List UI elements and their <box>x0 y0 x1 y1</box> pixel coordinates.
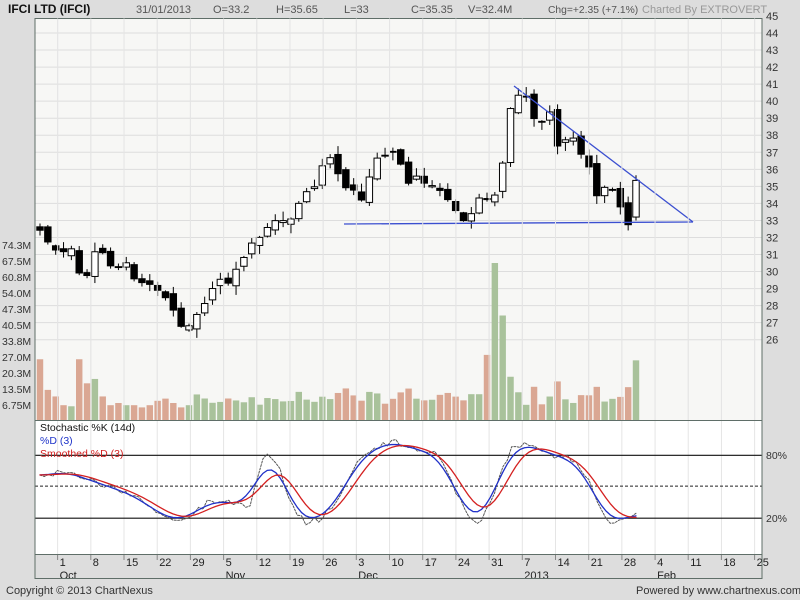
svg-text:2013: 2013 <box>524 570 548 582</box>
svg-text:1: 1 <box>60 557 66 569</box>
svg-text:67.5M: 67.5M <box>2 256 31 268</box>
svg-text:30: 30 <box>766 267 778 279</box>
svg-text:60.8M: 60.8M <box>2 272 31 284</box>
svg-text:38: 38 <box>766 130 778 142</box>
svg-text:13.5M: 13.5M <box>2 384 31 396</box>
svg-text:29: 29 <box>766 284 778 296</box>
svg-text:32: 32 <box>766 232 778 244</box>
svg-text:33.8M: 33.8M <box>2 336 31 348</box>
svg-text:40.5M: 40.5M <box>2 320 31 332</box>
svg-text:Copyright © 2013 ChartNexus: Copyright © 2013 ChartNexus <box>6 585 153 597</box>
svg-text:34: 34 <box>766 198 778 210</box>
svg-text:18: 18 <box>723 557 735 569</box>
svg-text:31/01/2013: 31/01/2013 <box>136 4 191 16</box>
svg-text:54.0M: 54.0M <box>2 288 31 300</box>
svg-text:43: 43 <box>766 45 778 57</box>
svg-text:47.3M: 47.3M <box>2 304 31 316</box>
svg-text:22: 22 <box>159 557 171 569</box>
svg-text:28: 28 <box>624 557 636 569</box>
svg-text:3: 3 <box>358 557 364 569</box>
svg-text:29: 29 <box>192 557 204 569</box>
svg-text:31: 31 <box>766 250 778 262</box>
svg-text:80%: 80% <box>766 450 787 462</box>
svg-text:41: 41 <box>766 79 778 91</box>
svg-text:Dec: Dec <box>358 570 378 582</box>
svg-text:10: 10 <box>392 557 404 569</box>
svg-text:Chg=+2.35 (+7.1%): Chg=+2.35 (+7.1%) <box>548 5 638 16</box>
svg-text:11: 11 <box>690 557 701 569</box>
svg-text:4: 4 <box>657 557 663 569</box>
svg-text:25: 25 <box>757 557 769 569</box>
svg-text:8: 8 <box>93 557 99 569</box>
svg-text:37: 37 <box>766 147 778 159</box>
svg-text:20%: 20% <box>766 513 787 525</box>
svg-text:26: 26 <box>766 335 778 347</box>
svg-text:33: 33 <box>766 215 778 227</box>
svg-text:20.3M: 20.3M <box>2 368 31 380</box>
svg-text:L=33: L=33 <box>344 4 369 16</box>
svg-text:40: 40 <box>766 96 778 108</box>
svg-text:C=35.35: C=35.35 <box>411 4 453 16</box>
svg-text:74.3M: 74.3M <box>2 240 31 252</box>
svg-text:Feb: Feb <box>657 570 676 582</box>
svg-text:V=32.4M: V=32.4M <box>468 4 512 16</box>
svg-text:Smoothed %D (3): Smoothed %D (3) <box>40 448 123 460</box>
svg-text:27.0M: 27.0M <box>2 352 31 364</box>
svg-text:5: 5 <box>226 557 232 569</box>
svg-text:45: 45 <box>766 11 778 23</box>
svg-text:IFCI LTD (IFCI): IFCI LTD (IFCI) <box>8 2 90 16</box>
svg-text:O=33.2: O=33.2 <box>213 4 249 16</box>
svg-text:Charted By EXTROVERT: Charted By EXTROVERT <box>642 4 767 16</box>
svg-text:17: 17 <box>425 557 437 569</box>
svg-text:42: 42 <box>766 62 778 74</box>
svg-text:39: 39 <box>766 113 778 125</box>
svg-text:Oct: Oct <box>60 570 77 582</box>
svg-text:14: 14 <box>558 557 570 569</box>
svg-text:27: 27 <box>766 318 778 330</box>
svg-text:26: 26 <box>325 557 337 569</box>
svg-text:36: 36 <box>766 164 778 176</box>
svg-text:H=35.65: H=35.65 <box>276 4 318 16</box>
svg-text:12: 12 <box>259 557 271 569</box>
svg-text:35: 35 <box>766 181 778 193</box>
svg-text:15: 15 <box>126 557 138 569</box>
svg-text:31: 31 <box>491 557 503 569</box>
svg-text:Stochastic %K (14d): Stochastic %K (14d) <box>40 422 135 434</box>
svg-text:7: 7 <box>524 557 530 569</box>
svg-text:44: 44 <box>766 28 778 40</box>
svg-text:Powered by www.chartnexus.com: Powered by www.chartnexus.com <box>636 585 800 597</box>
svg-text:28: 28 <box>766 301 778 313</box>
svg-text:%D (3): %D (3) <box>40 435 73 447</box>
svg-text:6.75M: 6.75M <box>2 400 31 412</box>
svg-text:Nov: Nov <box>226 570 246 582</box>
svg-text:19: 19 <box>292 557 304 569</box>
svg-text:24: 24 <box>458 557 470 569</box>
svg-text:21: 21 <box>591 557 603 569</box>
